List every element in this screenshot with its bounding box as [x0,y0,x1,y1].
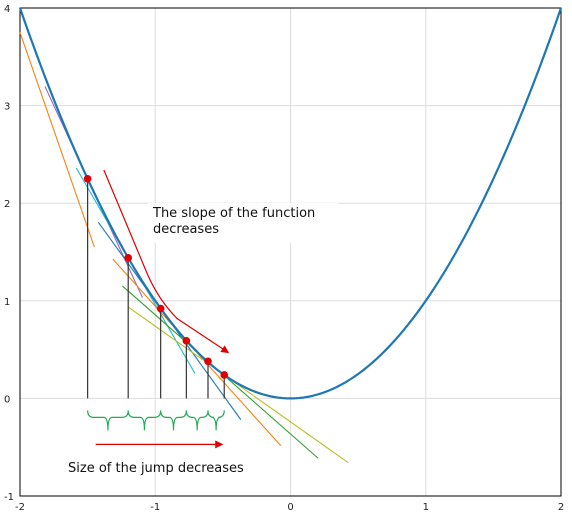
x-tick-label-4: 2 [558,502,564,513]
x-tick-label-3: 1 [423,502,429,513]
point-1 [124,254,132,262]
curve-line [18,7,563,400]
jump-annotation: Size of the jump decreases [68,461,244,476]
slope-annotation-line-2: decreases [153,222,219,237]
plot-frame [19,7,562,497]
jump-braces [87,410,225,431]
y-tick-label-1: 0 [4,394,10,405]
y-tick-label-3: 2 [4,199,10,210]
x-tick-label-2: 0 [287,502,293,513]
point-5 [220,371,229,379]
point-2 [156,304,165,313]
point-stems [87,178,225,399]
axes-frame [19,7,562,497]
slope-annotation: The slope of the function decreases [152,206,319,237]
x-tick-label-1: -1 [150,502,160,513]
slope-annotation-line-1: The slope of the function [152,206,315,221]
annotations: The slope of the function decreases Size… [68,203,338,476]
y-tick-label-2: 1 [4,297,10,308]
point-3 [182,337,191,345]
grid-lines [19,7,562,497]
x-tick-label-0: -2 [15,502,25,513]
slope-arrow [103,169,230,354]
y-tick-label-0: -1 [4,492,14,503]
y-tick-label-5: 4 [4,4,10,15]
y-tick-label-4: 3 [4,102,10,113]
annotation-arrows [95,169,230,449]
point-4 [204,357,212,366]
iteration-points [83,175,229,379]
tangent-line-extra [19,32,95,248]
point-0 [83,175,92,183]
